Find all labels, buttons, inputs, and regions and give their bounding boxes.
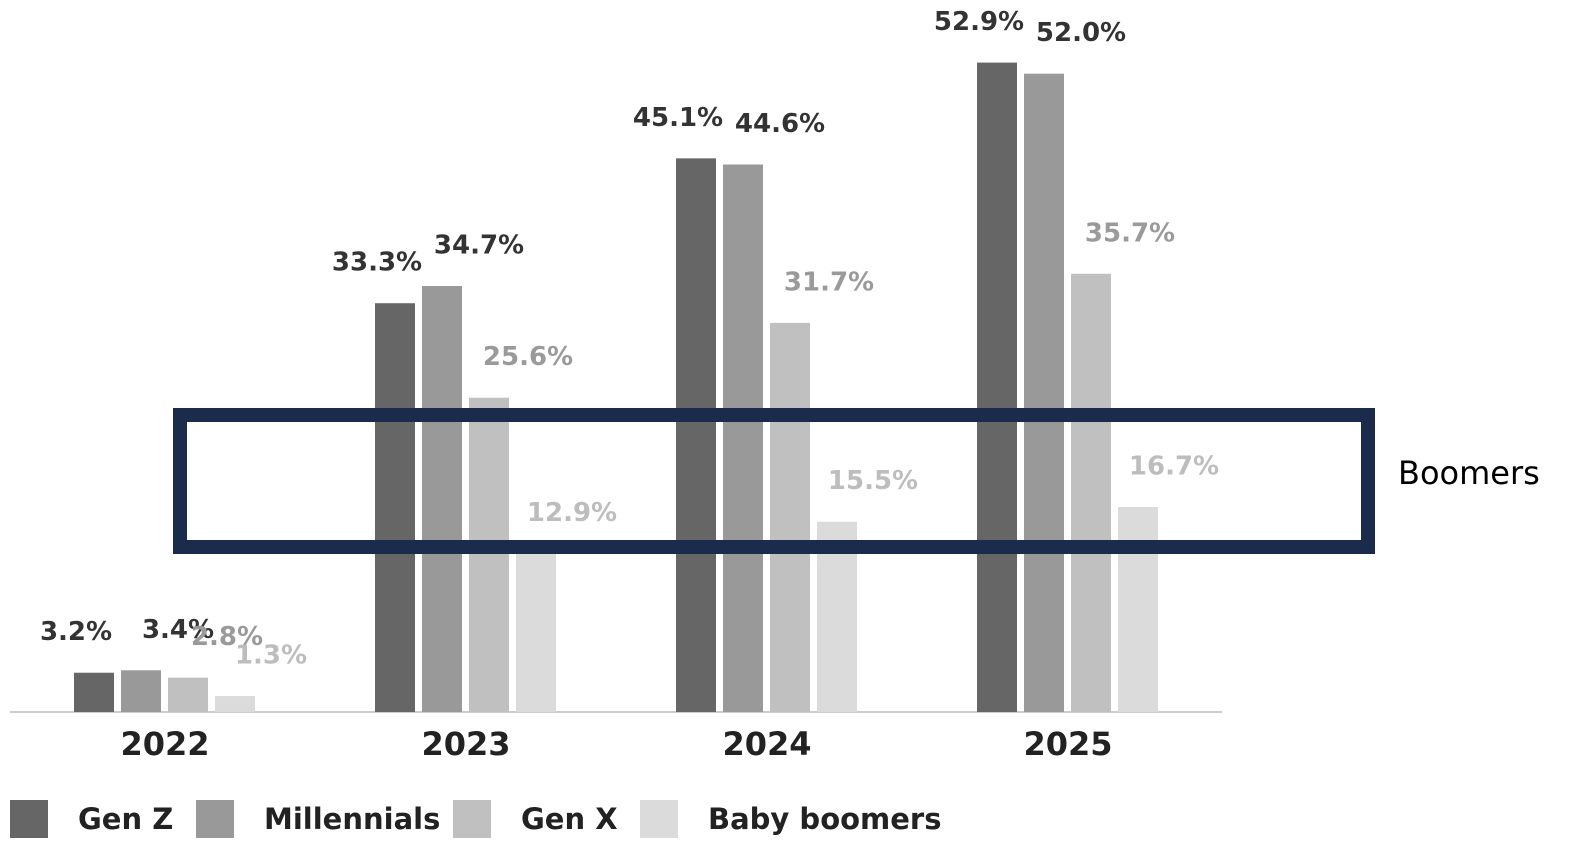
value-label: 52.9% xyxy=(934,7,1024,37)
value-label: 34.7% xyxy=(434,231,524,261)
value-label: 31.7% xyxy=(784,267,874,297)
value-label: 3.4% xyxy=(142,615,214,645)
bar xyxy=(723,164,763,712)
value-label: 15.5% xyxy=(828,466,918,496)
legend-label: Gen Z xyxy=(78,802,173,836)
value-label: 16.7% xyxy=(1129,451,1219,481)
value-label: 45.1% xyxy=(633,103,723,133)
annotation: Boomers xyxy=(1398,454,1540,492)
legend-label: Baby boomers xyxy=(708,802,942,836)
legend-swatch xyxy=(453,800,491,838)
highlight-box xyxy=(173,408,1375,554)
bar xyxy=(375,303,415,712)
value-label: 52.0% xyxy=(1036,18,1126,48)
value-label: 35.7% xyxy=(1085,218,1175,248)
x-tick-label: 2025 xyxy=(1023,725,1112,763)
bar xyxy=(676,158,716,712)
value-label: 3.2% xyxy=(40,617,112,647)
value-label: 2.8% xyxy=(191,622,263,652)
bar xyxy=(1118,506,1158,712)
bar xyxy=(422,286,462,712)
legend-label: Gen X xyxy=(521,802,618,836)
bar xyxy=(215,696,255,712)
x-tick-label: 2024 xyxy=(722,725,811,763)
bar xyxy=(770,322,810,712)
value-label: 12.9% xyxy=(527,498,617,528)
value-label: 1.3% xyxy=(235,641,307,671)
bar xyxy=(1024,73,1064,713)
bar xyxy=(168,677,208,712)
x-tick-label: 2023 xyxy=(421,725,510,763)
bar xyxy=(74,672,114,712)
x-tick-label: 2022 xyxy=(120,725,209,763)
bar xyxy=(121,670,161,712)
legend-label: Millennials xyxy=(264,802,440,836)
bar xyxy=(516,553,556,712)
bar xyxy=(469,397,509,712)
bar xyxy=(977,62,1017,713)
legend-swatch xyxy=(640,800,678,838)
bar xyxy=(1071,273,1111,712)
legend-swatch xyxy=(10,800,48,838)
value-label: 44.6% xyxy=(735,109,825,139)
value-label: 25.6% xyxy=(483,342,573,372)
legend-swatch xyxy=(196,800,234,838)
value-label: 33.3% xyxy=(332,248,422,278)
